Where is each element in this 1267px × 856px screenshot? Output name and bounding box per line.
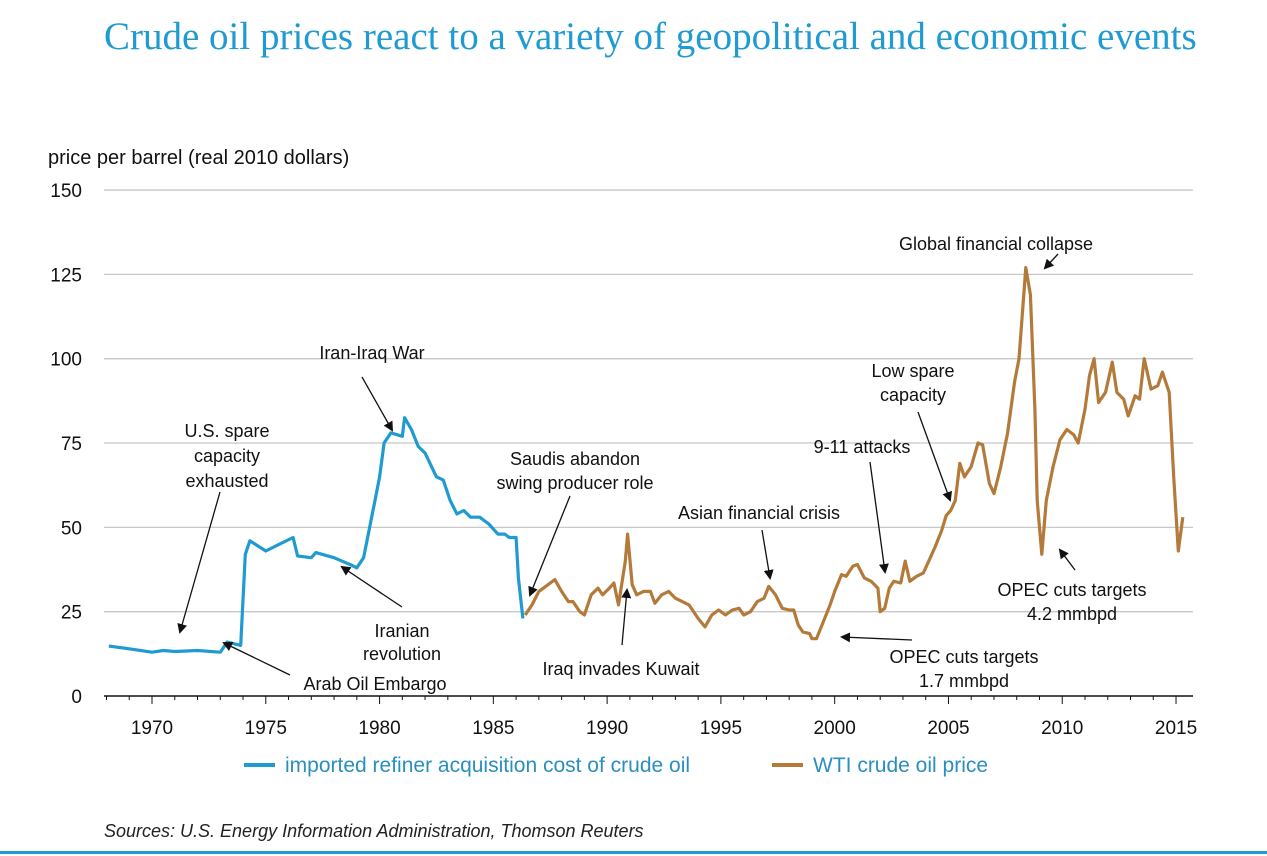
annotation: Global financial collapse [899,234,1093,270]
annotation-arrow [869,461,889,574]
annotation: Arab Oil Embargo [222,641,447,694]
annotation: OPEC cuts targets 4.2 mmbpd [997,548,1147,624]
annotation-text: 9-11 attacks [814,437,911,457]
annotation-text: 4.2 mmbpd [1027,604,1117,624]
x-tick-label: 1970 [131,718,173,739]
annotation-text: Low spare [871,361,954,381]
legend-label: imported refiner acquisition cost of cru… [285,754,690,777]
y-tick-label: 75 [61,434,82,455]
annotation-text: Iranian [374,621,429,641]
annotation-arrow [917,411,952,502]
annotation-arrow [340,565,403,608]
x-tick-label: 2015 [1155,718,1197,739]
annotation-text: revolution [363,644,441,664]
annotation: Low spare capacity [871,361,955,502]
x-tick-label: 1975 [245,718,287,739]
annotation-text: Saudis abandon [510,449,640,469]
annotation-text: capacity [194,446,260,466]
annotation-arrow [1043,253,1059,270]
series-line-wti [523,266,1185,641]
legend-label: WTI crude oil price [813,754,988,777]
annotation-arrow [840,632,913,643]
y-axis-label: price per barrel (real 2010 dollars) [48,147,349,169]
series-line-refiner-cost [108,416,525,654]
annotation-text: U.S. spare [184,421,269,441]
annotation-text: OPEC cuts targets [889,647,1038,667]
y-tick-label: 0 [71,687,82,708]
annotation-text: Arab Oil Embargo [303,674,446,694]
annotation: Iranian revolution [340,565,441,664]
chart-title: Crude oil prices react to a variety of g… [104,15,1197,58]
annotation: Iran-Iraq War [319,343,425,432]
annotation: U.S. spare capacity exhausted [177,421,270,634]
y-tick-label: 150 [50,181,82,202]
annotation: Asian financial crisis [678,503,840,580]
annotation-arrow [361,376,393,432]
x-tick-label: 1980 [358,718,400,739]
annotation-text: Iran-Iraq War [319,343,424,363]
annotation-arrow [222,641,291,676]
bottom-rule [0,851,1267,854]
x-tick-label: 2010 [1041,718,1083,739]
annotation-text: swing producer role [496,473,653,493]
y-tick-label: 125 [50,265,82,286]
x-tick-label: 2005 [927,718,969,739]
annotation-text: OPEC cuts targets [997,580,1146,600]
x-tick-label: 1995 [700,718,742,739]
annotation-text: Global financial collapse [899,234,1093,254]
x-tick-label: 1990 [586,718,628,739]
annotation-text: Asian financial crisis [678,503,840,523]
x-tick-label: 2000 [814,718,856,739]
annotation-text: 1.7 mmbpd [919,671,1009,691]
source-note: Sources: U.S. Energy Information Adminis… [104,821,644,841]
y-tick-label: 25 [61,603,82,624]
annotation-text: exhausted [185,471,268,491]
annotation-arrow [621,588,632,646]
annotation: 9-11 attacks [814,437,911,574]
annotation-text: Iraq invades Kuwait [542,659,699,679]
x-tick-label: 1985 [472,718,514,739]
annotation-arrow [177,491,221,634]
annotation-arrow [761,529,774,580]
annotation-arrow [1058,548,1076,571]
annotation: OPEC cuts targets 1.7 mmbpd [840,632,1039,691]
annotation: Saudis abandon swing producer role [496,449,654,597]
annotation-arrow [528,495,571,597]
y-tick-label: 50 [61,518,82,539]
annotation-text: capacity [880,385,946,405]
y-tick-label: 100 [50,350,82,371]
annotation: Iraq invades Kuwait [542,588,700,679]
